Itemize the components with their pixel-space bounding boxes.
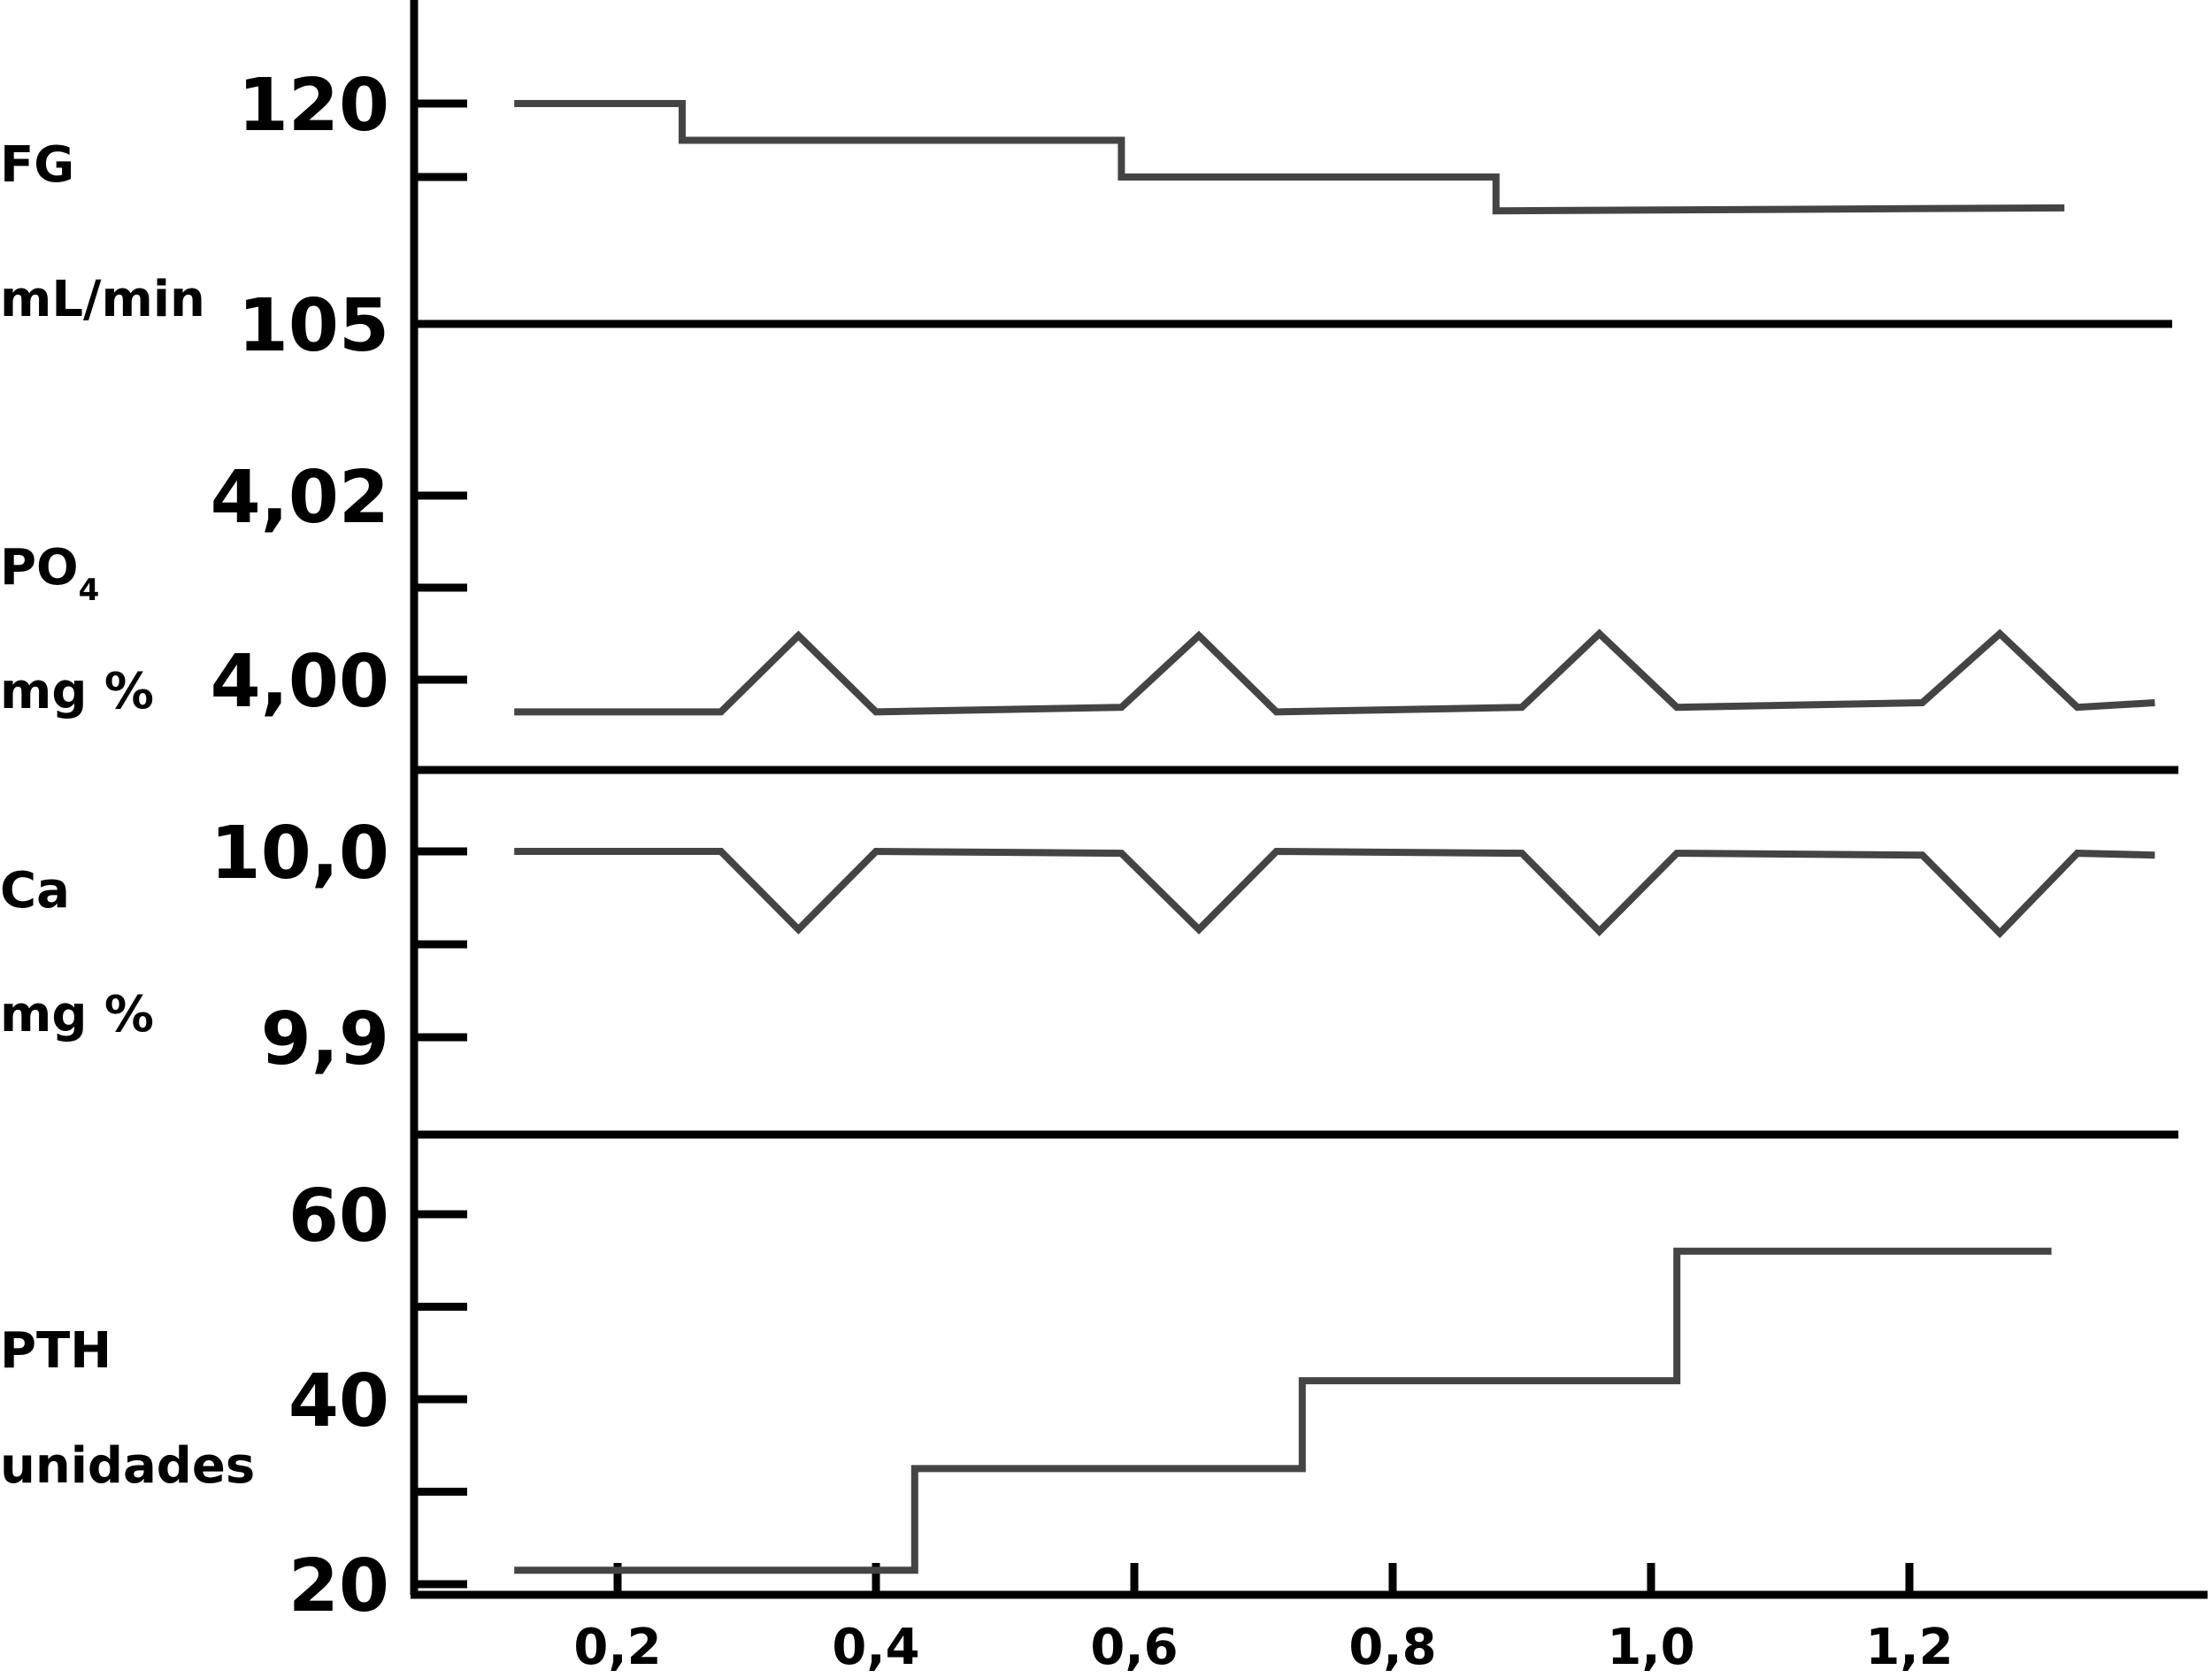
y-axis-label: mg % xyxy=(0,663,154,720)
y-tick-label: 4,00 xyxy=(211,640,389,724)
x-tick-label: 1,2 xyxy=(1865,1619,1953,1676)
series-line-fg xyxy=(514,100,2065,215)
series-line-pth xyxy=(514,1247,2052,1574)
y-tick-label: 20 xyxy=(288,1544,389,1628)
y-axis-label: PTH xyxy=(0,1322,111,1380)
y-axis-label: Ca xyxy=(0,862,70,920)
y-tick-label: 10,0 xyxy=(211,812,389,896)
x-tick-label: 0,4 xyxy=(832,1619,919,1676)
x-tick-label: 0,6 xyxy=(1090,1619,1178,1676)
y-axis-label: mg % xyxy=(0,986,154,1043)
y-tick-label: 120 xyxy=(238,64,389,148)
y-tick-label: 60 xyxy=(288,1174,389,1258)
y-axis-label: FG xyxy=(0,136,74,194)
series-line-ca xyxy=(514,847,2155,939)
y-tick-label: 40 xyxy=(288,1359,389,1443)
y-axis-label: PO4 xyxy=(0,539,99,608)
y-tick-label: 105 xyxy=(238,284,389,368)
series-line-po4 xyxy=(514,628,2155,716)
y-tick-label: 4,02 xyxy=(211,456,389,540)
x-tick-label: 0,8 xyxy=(1348,1619,1436,1676)
x-tick-label: 0,2 xyxy=(573,1619,661,1676)
y-tick-label: 9,9 xyxy=(261,997,389,1081)
y-axis-label-subscript: 4 xyxy=(79,573,100,608)
y-axis-label: mL/min xyxy=(0,271,205,328)
y-axis-label: unidades xyxy=(0,1437,255,1495)
x-tick-label: 1,0 xyxy=(1607,1619,1694,1676)
